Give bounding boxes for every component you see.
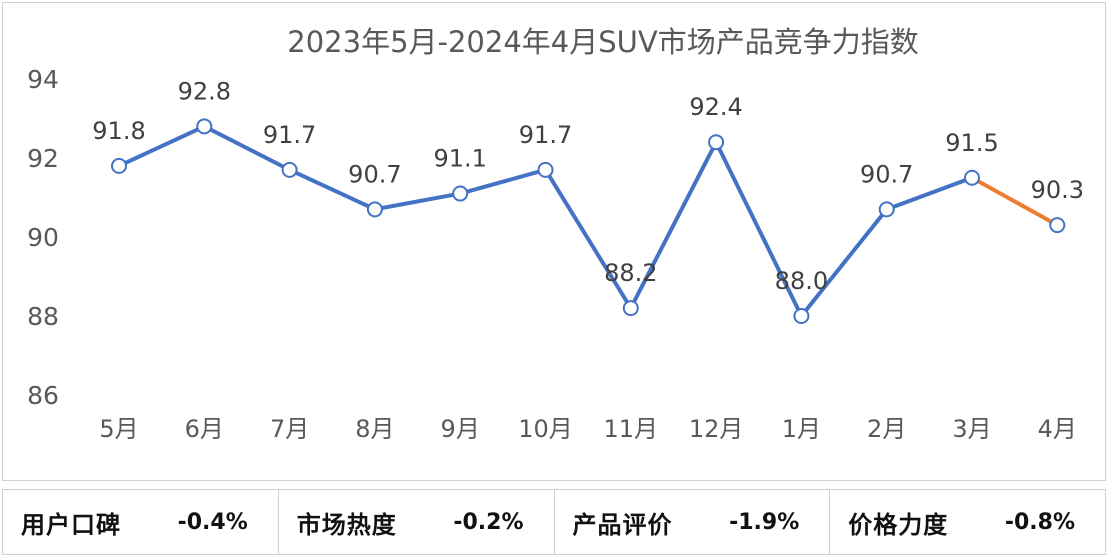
data-label: 90.3 bbox=[1031, 176, 1084, 204]
data-label: 91.1 bbox=[433, 145, 486, 173]
line-segment bbox=[884, 175, 974, 212]
x-tick-label: 2月 bbox=[867, 415, 906, 443]
y-tick-label: 88 bbox=[27, 302, 59, 331]
metric-market-heat: 市场热度 -0.2% bbox=[279, 490, 555, 554]
line-segment bbox=[117, 124, 207, 168]
metric-product-review: 产品评价 -1.9% bbox=[555, 490, 831, 554]
data-point bbox=[1049, 217, 1066, 234]
data-label: 92.4 bbox=[689, 93, 742, 121]
data-label: 91.7 bbox=[519, 121, 572, 149]
data-point bbox=[708, 134, 725, 151]
data-point bbox=[111, 157, 127, 174]
metric-label: 用户口碑 bbox=[21, 510, 121, 539]
line-segment bbox=[202, 124, 292, 172]
x-tick-label: 10月 bbox=[518, 415, 573, 443]
line-segment bbox=[458, 167, 548, 196]
drop-lines bbox=[118, 126, 1058, 395]
metric-price-strength: 价格力度 -0.8% bbox=[830, 490, 1105, 554]
line-segment bbox=[543, 167, 633, 311]
line-segment bbox=[714, 140, 804, 318]
x-tick-label: 3月 bbox=[952, 415, 991, 443]
line-segment bbox=[628, 140, 719, 311]
data-label: 91.7 bbox=[263, 121, 316, 149]
y-tick-label: 86 bbox=[27, 381, 59, 410]
data-point bbox=[878, 201, 895, 218]
y-tick-label: 94 bbox=[27, 65, 59, 94]
metric-value: -0.8% bbox=[1004, 509, 1075, 535]
x-tick-label: 1月 bbox=[782, 415, 821, 443]
data-point bbox=[793, 308, 810, 324]
x-tick-label: 9月 bbox=[441, 415, 480, 443]
y-tick-label: 92 bbox=[27, 144, 59, 173]
metrics-bar: 用户口碑 -0.4% 市场热度 -0.2% 产品评价 -1.9% 价格力度 -0… bbox=[2, 489, 1106, 555]
x-tick-label: 4月 bbox=[1038, 415, 1077, 443]
data-label: 91.8 bbox=[92, 117, 145, 145]
data-point bbox=[964, 169, 980, 186]
line-segment bbox=[287, 167, 377, 212]
data-point bbox=[281, 161, 298, 178]
metric-label: 产品评价 bbox=[572, 510, 673, 539]
chart-title: 2023年5月-2024年4月SUV市场产品竞争力指数 bbox=[287, 25, 918, 59]
data-point bbox=[366, 201, 383, 218]
metric-label: 市场热度 bbox=[296, 510, 397, 539]
data-label: 91.5 bbox=[945, 129, 998, 157]
data-points bbox=[111, 118, 1066, 324]
metric-value: -1.9% bbox=[729, 509, 800, 535]
metric-value: -0.2% bbox=[453, 509, 524, 535]
data-point bbox=[537, 161, 554, 178]
data-label: 90.7 bbox=[348, 160, 401, 188]
data-label: 88.2 bbox=[604, 259, 657, 287]
data-point bbox=[196, 118, 213, 135]
x-tick-label: 5月 bbox=[99, 415, 138, 443]
x-tick-label: 11月 bbox=[604, 415, 659, 443]
x-tick-label: 8月 bbox=[355, 415, 394, 443]
series-line bbox=[117, 124, 1060, 318]
data-point bbox=[622, 300, 639, 317]
line-segment bbox=[799, 207, 889, 318]
line-segment bbox=[970, 175, 1060, 228]
data-labels: 91.8 92.8 91.7 90.7 91.1 91.7 88.2 92.4 88.0 90.7… bbox=[92, 77, 1084, 295]
metric-label: 价格力度 bbox=[848, 510, 949, 539]
data-label: 92.8 bbox=[178, 77, 231, 105]
data-label: 88.0 bbox=[775, 267, 828, 295]
y-axis: 86 88 90 92 94 bbox=[27, 65, 59, 410]
metric-value: -0.4% bbox=[177, 509, 248, 535]
x-tick-label: 12月 bbox=[689, 415, 744, 443]
chart-container: 2023年5月-2024年4月SUV市场产品竞争力指数 86 88 90 92 94 9… bbox=[2, 2, 1106, 481]
x-tick-label: 6月 bbox=[185, 415, 224, 443]
y-tick-label: 90 bbox=[27, 223, 59, 252]
x-axis: 5月 6月 7月 8月 9月 10月 11月 12月 1月 2月 3月 4月 bbox=[99, 415, 1077, 443]
x-tick-label: 7月 bbox=[270, 415, 309, 443]
line-segment bbox=[372, 191, 463, 212]
data-point bbox=[452, 185, 469, 202]
line-chart: 2023年5月-2024年4月SUV市场产品竞争力指数 86 88 90 92 94 9… bbox=[27, 25, 1084, 443]
data-label: 90.7 bbox=[860, 160, 913, 188]
metric-user-reputation: 用户口碑 -0.4% bbox=[3, 490, 279, 554]
